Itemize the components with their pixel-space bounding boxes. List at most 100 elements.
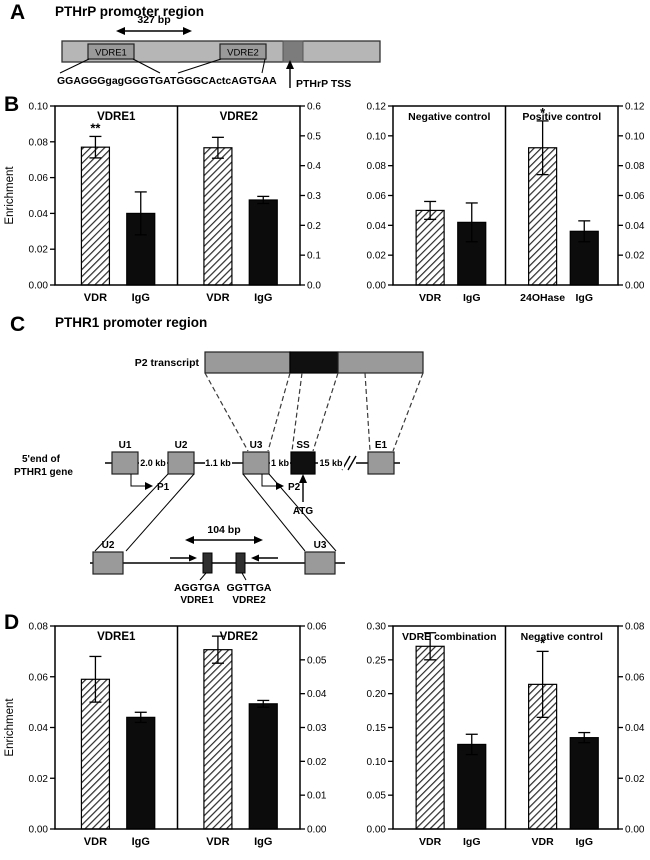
x-tick-label: VDR — [84, 836, 107, 848]
right-y-tick-label: 0.1 — [307, 251, 321, 262]
right-y-tick-label: 0.3 — [307, 191, 321, 202]
left-y-tick-label: 0.08 — [29, 622, 49, 633]
distance-15kb: 15 kb — [318, 455, 344, 470]
distance-15kb-label: 15 kb — [319, 458, 343, 468]
distance-1-1kb-label: 1.1 kb — [205, 458, 231, 468]
p2-promoter-arrow: P2 — [261, 474, 301, 493]
right-y-tick-label: 0.08 — [625, 622, 645, 633]
x-tick-label: VDR — [419, 836, 442, 848]
bar-VDRE2-VDR — [203, 147, 233, 286]
atg-marker: ATG — [293, 474, 313, 517]
vdre1-sequence-callout: GGAGGGgagGGGTGA — [57, 58, 171, 87]
subpanel-title: Positive control — [522, 111, 601, 123]
subpanel-title: Negative control — [521, 631, 603, 643]
subpanel-title: Negative control — [408, 111, 490, 123]
bar-VDRE combination-IgG — [457, 743, 487, 830]
distance-104bp-label: 104 bp — [207, 524, 240, 536]
vdre2-sequence: TGGGCActcAGTGAA — [170, 75, 277, 87]
right-y-tick-label: 0.10 — [625, 131, 645, 142]
left-y-tick-label: 0.25 — [367, 655, 387, 666]
right-y-tick-label: 0.00 — [625, 825, 645, 836]
vdre1-element-label: VDRE1 — [95, 48, 127, 59]
distance-1kb: 1 kb — [270, 455, 290, 470]
x-tick-label: VDR — [206, 836, 229, 848]
right-y-tick-label: 0.12 — [625, 102, 645, 113]
bar-VDRE2-IgG — [248, 199, 278, 286]
left-y-tick-label: 0.06 — [29, 173, 49, 184]
panel-c-label: C — [10, 313, 26, 336]
distance-104bp-arrow: 104 bp — [185, 524, 263, 544]
left-y-tick-label: 0.08 — [29, 137, 49, 148]
exon-u3: U3 — [242, 440, 270, 475]
left-y-tick-label: 0.10 — [367, 757, 387, 768]
significance-marker: ** — [90, 120, 101, 135]
left-y-tick-label: 0.08 — [367, 161, 387, 172]
right-y-tick-label: 0.0 — [307, 281, 321, 292]
x-tick-label: VDR — [419, 292, 442, 304]
subpanel-title: VDRE2 — [220, 631, 258, 643]
chart-pthr1-combination-negative: VDRE combination VDR IgG Negative control* V… — [367, 622, 645, 849]
x-tick-label: IgG — [254, 292, 272, 304]
right-y-tick-label: 0.05 — [307, 655, 327, 666]
forward-primer-arrow — [170, 554, 197, 562]
significance-marker: * — [540, 105, 546, 120]
left-y-tick-label: 0.00 — [29, 281, 49, 292]
subpanel-title: VDRE2 — [220, 111, 258, 123]
exon-u3-label: U3 — [250, 440, 263, 451]
right-y-tick-label: 0.2 — [307, 221, 321, 232]
exon-u1-label: U1 — [119, 440, 132, 451]
distance-2kb-label: 2.0 kb — [140, 458, 166, 468]
panel-d-label: D — [4, 611, 20, 634]
vdre2-element-label: VDRE2 — [227, 48, 259, 59]
right-y-tick-label: 0.04 — [625, 221, 645, 232]
vdre2-element: VDRE2 — [219, 43, 267, 60]
detail-u2: U2 — [92, 540, 124, 575]
left-y-tick-label: 0.15 — [367, 723, 387, 734]
right-y-tick-label: 0.06 — [625, 191, 645, 202]
reverse-primer-arrow — [251, 554, 278, 562]
left-y-tick-label: 0.04 — [29, 209, 49, 220]
left-y-tick-label: 0.20 — [367, 689, 387, 700]
x-tick-label: IgG — [576, 836, 594, 848]
right-y-tick-label: 0.03 — [307, 723, 327, 734]
bar-VDRE combination-VDR — [415, 645, 445, 830]
chart-pthrp-vdre1-vdre2: Enrichment VDRE1** VDR IgG VDRE2 VDR IgG 0.00 0.… — [4, 102, 321, 305]
gene-label-line2: PTHR1 gene — [14, 467, 73, 478]
right-y-tick-label: 0.04 — [307, 689, 327, 700]
x-tick-label: 24OHase — [520, 292, 565, 304]
exon-u1: U1 — [111, 440, 139, 475]
right-y-tick-label: 0.08 — [625, 161, 645, 172]
distance-327bp-arrow: 327 bp — [116, 14, 192, 35]
subpanel-title: VDRE1 — [97, 631, 136, 643]
left-y-tick-label: 0.02 — [29, 774, 49, 785]
left-y-tick-label: 0.10 — [29, 102, 49, 113]
gene-label-line1: 5'end of — [22, 454, 61, 465]
exon-ss-label: SS — [296, 440, 310, 451]
distance-1-1kb: 1.1 kb — [205, 455, 232, 470]
tss-region-segment — [282, 40, 304, 63]
vdre2-sequence-callout: TGGGCActcAGTGAA — [170, 58, 277, 87]
chart-pthr1-vdre1-vdre2: Enrichment VDRE1 VDR IgG VDRE2 VDR IgG 0.00 0.02… — [4, 622, 327, 849]
x-tick-label: VDR — [206, 292, 229, 304]
x-tick-label: IgG — [132, 292, 150, 304]
left-y-tick-label: 0.05 — [367, 791, 387, 802]
x-tick-label: VDR — [84, 292, 107, 304]
bar-Negative control-VDR — [415, 209, 445, 286]
bar-VDRE1-VDR — [80, 146, 111, 286]
right-y-tick-label: 0.01 — [307, 791, 327, 802]
detail-vdre1-box — [202, 552, 213, 574]
left-y-tick-label: 0.00 — [29, 825, 49, 836]
vdre1-element: VDRE1 — [87, 43, 135, 60]
splice-dashed-lines — [204, 372, 424, 452]
panel-c-title: PTHR1 promoter region — [55, 315, 207, 330]
p2-label: P2 — [288, 482, 301, 493]
subpanel-title: VDRE combination — [402, 631, 497, 643]
right-y-tick-label: 0.02 — [625, 251, 645, 262]
panel-c-pthr1-promoter-diagram: PTHR1 promoter region P2 transcript 5'en… — [14, 315, 424, 606]
p2-transcript-label: P2 transcript — [135, 357, 200, 369]
gene-break-marks — [341, 455, 357, 471]
bar-VDRE2-IgG — [248, 703, 278, 830]
x-tick-label: IgG — [463, 836, 481, 848]
vdre2-core-sequence: GGTTGA — [227, 582, 272, 594]
